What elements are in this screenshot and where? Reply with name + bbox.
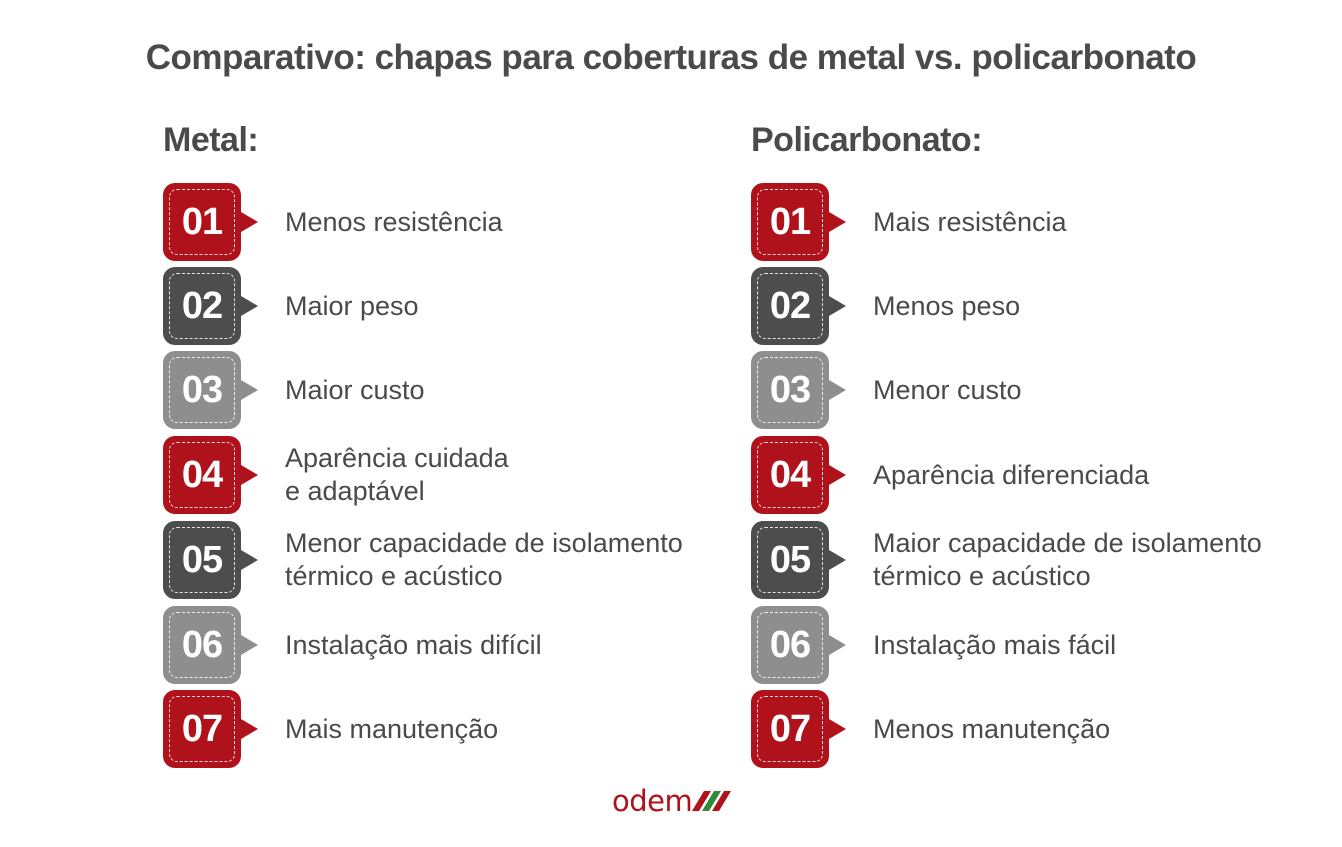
badge-number: 05 xyxy=(769,539,811,581)
item-label: Instalação mais difícil xyxy=(285,629,542,660)
number-badge: 03 xyxy=(163,351,241,429)
badge-number: 06 xyxy=(181,624,223,666)
list-item: 01 Menos resistência xyxy=(163,183,723,261)
badge-number: 01 xyxy=(769,201,811,243)
number-badge: 01 xyxy=(163,183,241,261)
list-item: 07 Mais manutenção xyxy=(163,690,723,768)
item-label: Menor capacidade de isolamento térmico e… xyxy=(285,528,683,591)
item-label: Menor custo xyxy=(873,374,1022,405)
number-badge: 04 xyxy=(751,436,829,514)
badge-number: 07 xyxy=(181,708,223,750)
list-item: 05 Maior capacidade de isolamento térmic… xyxy=(751,521,1311,599)
pointer-arrow-icon xyxy=(829,635,846,655)
pointer-arrow-icon xyxy=(829,380,846,400)
list-item: 03 Menor custo xyxy=(751,351,1311,429)
pointer-arrow-icon xyxy=(241,635,258,655)
pointer-arrow-icon xyxy=(241,550,258,570)
list-item: 02 Menos peso xyxy=(751,267,1311,345)
item-label: Menos resistência xyxy=(285,206,503,237)
page-title: Comparativo: chapas para coberturas de m… xyxy=(145,38,1197,77)
metal-heading: Metal: xyxy=(163,121,259,159)
list-item: 04 Aparência diferenciada xyxy=(751,436,1311,514)
list-item: 03 Maior custo xyxy=(163,351,723,429)
badge-number: 03 xyxy=(769,369,811,411)
list-item: 02 Maior peso xyxy=(163,267,723,345)
odem-logo: odem xyxy=(612,785,732,817)
pointer-arrow-icon xyxy=(241,380,258,400)
list-item: 07 Menos manutenção xyxy=(751,690,1311,768)
list-item: 05 Menor capacidade de isolamento térmic… xyxy=(163,521,723,599)
badge-number: 06 xyxy=(769,624,811,666)
number-badge: 04 xyxy=(163,436,241,514)
policarbonato-heading: Policarbonato: xyxy=(751,121,983,159)
logo-stripes-icon xyxy=(692,791,731,811)
badge-number: 01 xyxy=(181,201,223,243)
number-badge: 07 xyxy=(751,690,829,768)
number-badge: 06 xyxy=(751,606,829,684)
item-label: Aparência diferenciada xyxy=(873,459,1150,490)
item-label: Mais resistência xyxy=(873,206,1067,237)
pointer-arrow-icon xyxy=(241,212,258,232)
number-badge: 05 xyxy=(751,521,829,599)
pointer-arrow-icon xyxy=(241,465,258,485)
item-label: Menos peso xyxy=(873,290,1021,321)
list-item: 06 Instalação mais difícil xyxy=(163,606,723,684)
pointer-arrow-icon xyxy=(241,719,258,739)
badge-number: 03 xyxy=(181,369,223,411)
badge-number: 04 xyxy=(181,454,223,496)
pointer-arrow-icon xyxy=(829,296,846,316)
pointer-arrow-icon xyxy=(829,465,846,485)
list-item: 01 Mais resistência xyxy=(751,183,1311,261)
badge-number: 02 xyxy=(181,285,223,327)
item-label: Instalação mais fácil xyxy=(873,629,1117,660)
item-label: Maior capacidade de isolamento térmico e… xyxy=(873,528,1262,591)
number-badge: 06 xyxy=(163,606,241,684)
pointer-arrow-icon xyxy=(829,550,846,570)
list-item: 04 Aparência cuidada e adaptável xyxy=(163,436,723,514)
badge-number: 04 xyxy=(769,454,811,496)
item-label: Mais manutenção xyxy=(285,713,499,744)
item-label: Maior peso xyxy=(285,290,419,321)
number-badge: 03 xyxy=(751,351,829,429)
badge-number: 02 xyxy=(769,285,811,327)
logo-text: odem xyxy=(612,784,693,818)
number-badge: 02 xyxy=(751,267,829,345)
number-badge: 07 xyxy=(163,690,241,768)
pointer-arrow-icon xyxy=(241,296,258,316)
number-badge: 05 xyxy=(163,521,241,599)
number-badge: 02 xyxy=(163,267,241,345)
policarbonato-column: Policarbonato: 01 Mais resistência 02 Me… xyxy=(751,120,1331,768)
pointer-arrow-icon xyxy=(829,719,846,739)
number-badge: 01 xyxy=(751,183,829,261)
badge-number: 07 xyxy=(769,708,811,750)
list-item: 06 Instalação mais fácil xyxy=(751,606,1311,684)
item-label: Aparência cuidada e adaptável xyxy=(285,443,509,506)
item-label: Menos manutenção xyxy=(873,713,1111,744)
metal-column: Metal: 01 Menos resistência 02 Maior pes… xyxy=(163,120,723,768)
badge-number: 05 xyxy=(181,539,223,581)
pointer-arrow-icon xyxy=(829,212,846,232)
item-label: Maior custo xyxy=(285,374,425,405)
